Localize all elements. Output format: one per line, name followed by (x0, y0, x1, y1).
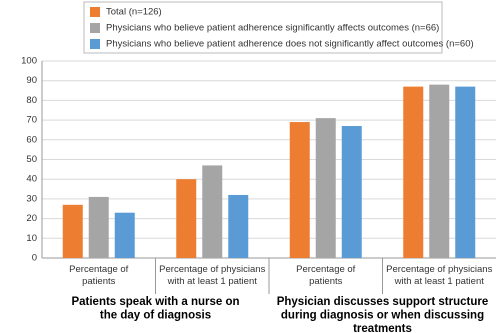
y-tick-label: 80 (26, 95, 37, 106)
bar (228, 194, 249, 258)
y-tick-label: 90 (26, 75, 37, 86)
legend-box (83, 1, 443, 54)
bar (341, 126, 362, 258)
y-tick-label: 70 (26, 115, 37, 126)
x-tick-label: Percentage of patients (296, 264, 356, 287)
y-tick-label: 20 (26, 213, 37, 224)
legend-swatch (90, 23, 100, 33)
bar (88, 196, 109, 258)
legend-label: Total (n=126) (106, 7, 162, 18)
bar (114, 212, 135, 258)
y-tick-label: 0 (32, 253, 37, 264)
x-tick-label: Percentage of physicians with at least 1 … (386, 264, 492, 287)
bar (289, 122, 310, 258)
x-tick-label: Percentage of physicians with at least 1 … (159, 264, 265, 287)
legend-label: Physicians who believe patient adherence… (106, 23, 439, 34)
bar (455, 86, 476, 258)
bar (429, 84, 450, 258)
bar (202, 165, 223, 258)
legend-swatch (90, 7, 100, 17)
legend-swatch (90, 39, 100, 49)
legend-label: Physicians who believe patient adherence… (106, 39, 474, 50)
y-tick-label: 10 (26, 233, 37, 244)
bar (315, 118, 336, 258)
y-tick-label: 60 (26, 134, 37, 145)
group-label: Physician discusses support structure dur… (277, 296, 489, 333)
bar (176, 179, 197, 258)
group-label: Patients speak with a nurse on the day of… (71, 296, 239, 322)
y-tick-label: 100 (21, 56, 37, 67)
y-tick-label: 30 (26, 193, 37, 204)
x-tick-label: Percentage of patients (69, 264, 129, 287)
bar (403, 86, 424, 258)
y-tick-label: 40 (26, 174, 37, 185)
bar (62, 204, 83, 258)
y-tick-label: 50 (26, 154, 37, 165)
